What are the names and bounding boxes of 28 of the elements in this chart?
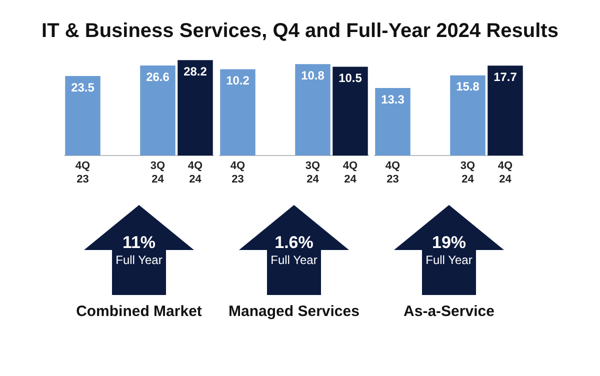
text: Full Year	[270, 253, 318, 267]
x-tick-label: 3Q 24	[150, 160, 166, 186]
text: IT & Business Services, Q4 and Full-Year 2024 Results	[40, 20, 560, 43]
x-axis-title: Combined Market	[75, 303, 203, 320]
data-label: 28.2	[184, 64, 208, 78]
x-tick-label: 4Q 24	[342, 160, 358, 186]
text: 1.6%	[274, 233, 314, 253]
data-label: 23.5	[71, 80, 95, 94]
data-label: 10.5	[338, 71, 362, 86]
data-label: 10.2	[226, 74, 250, 88]
data-label: 17.7	[494, 70, 518, 84]
text: 11%	[121, 233, 157, 253]
x-tick-label: 3Q 24	[305, 160, 321, 186]
x-tick-label: 4Q 24	[188, 160, 204, 186]
x-tick-label: 4Q 24	[498, 160, 514, 186]
x-tick-label: 3Q 24	[460, 160, 476, 186]
data-label: 26.6	[146, 70, 170, 84]
x-tick-label: 4Q 23	[385, 160, 401, 186]
data-label: 13.3	[381, 92, 405, 106]
data-label: 10.8	[301, 68, 325, 82]
x-tick-label: 4Q 23	[75, 160, 91, 186]
data-label: 15.8	[456, 80, 480, 94]
text: 19%	[430, 233, 468, 253]
x-axis-title: Managed Services	[228, 303, 360, 320]
text: Full Year	[424, 253, 474, 267]
text: Full Year	[114, 253, 164, 267]
x-tick-label: 4Q 23	[230, 160, 246, 186]
x-axis-title: As-a-Service	[402, 303, 496, 320]
